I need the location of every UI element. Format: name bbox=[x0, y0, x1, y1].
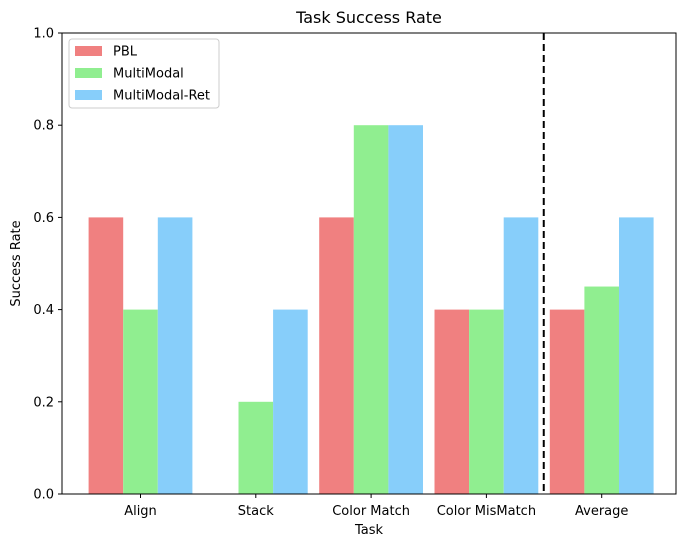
y-tick-label: 1.0 bbox=[33, 27, 54, 42]
bar-pbl-average bbox=[549, 309, 585, 494]
x-axis-label: Task bbox=[354, 523, 384, 538]
x-tick-label-align: Align bbox=[124, 504, 157, 519]
bar-multimodal-ret-average bbox=[619, 217, 654, 494]
x-tick-label-color-match: Color Match bbox=[332, 504, 410, 519]
bars-layer bbox=[88, 125, 654, 494]
bar-multimodal-color-mismatch bbox=[469, 309, 504, 494]
x-tick-label-average: Average bbox=[575, 504, 628, 519]
legend-label-pbl: PBL bbox=[113, 45, 138, 60]
x-tick-label-color-mismatch: Color MisMatch bbox=[437, 504, 536, 519]
bar-pbl-color-mismatch bbox=[434, 309, 470, 494]
y-tick-label: 0.4 bbox=[33, 303, 54, 318]
y-axis-label: Success Rate bbox=[9, 220, 24, 306]
legend-swatch-multimodal-ret bbox=[75, 90, 102, 100]
x-axis-ticks: Align Stack Color Match Color MisMatch Avera… bbox=[124, 494, 628, 519]
bar-multimodal-align bbox=[123, 309, 158, 494]
chart-title: Task Success Rate bbox=[295, 8, 442, 27]
bar-multimodal-ret-stack bbox=[273, 309, 308, 494]
bar-multimodal-ret-align bbox=[157, 217, 193, 494]
legend-items: PBL MultiModal MultiModal-Ret bbox=[75, 45, 210, 104]
legend-swatch-pbl bbox=[75, 46, 102, 56]
bar-multimodal-average bbox=[584, 286, 619, 494]
legend-label-multimodal: MultiModal bbox=[113, 67, 184, 82]
x-tick-label-stack: Stack bbox=[238, 504, 274, 519]
plot-frame bbox=[61, 32, 677, 495]
bar-multimodal-color-match bbox=[353, 125, 389, 494]
bar-pbl-align bbox=[88, 217, 124, 494]
y-axis-ticks: 0.0 0.2 0.4 0.6 0.8 1.0 bbox=[33, 27, 62, 503]
y-tick-label: 0.0 bbox=[33, 488, 54, 503]
bar-pbl-color-match bbox=[319, 217, 354, 494]
y-tick-label: 0.8 bbox=[33, 119, 54, 134]
bar-multimodal-ret-color-match bbox=[388, 125, 423, 494]
legend-label-multimodal-ret: MultiModal-Ret bbox=[113, 89, 210, 104]
y-tick-label: 0.2 bbox=[33, 395, 54, 410]
y-tick-label: 0.6 bbox=[33, 211, 54, 226]
legend: PBL MultiModal MultiModal-Ret bbox=[68, 38, 220, 109]
bar-multimodal-ret-color-mismatch bbox=[503, 217, 539, 494]
bar-multimodal-stack bbox=[238, 401, 274, 494]
legend-swatch-multimodal bbox=[75, 68, 102, 78]
legend-box bbox=[68, 38, 220, 109]
